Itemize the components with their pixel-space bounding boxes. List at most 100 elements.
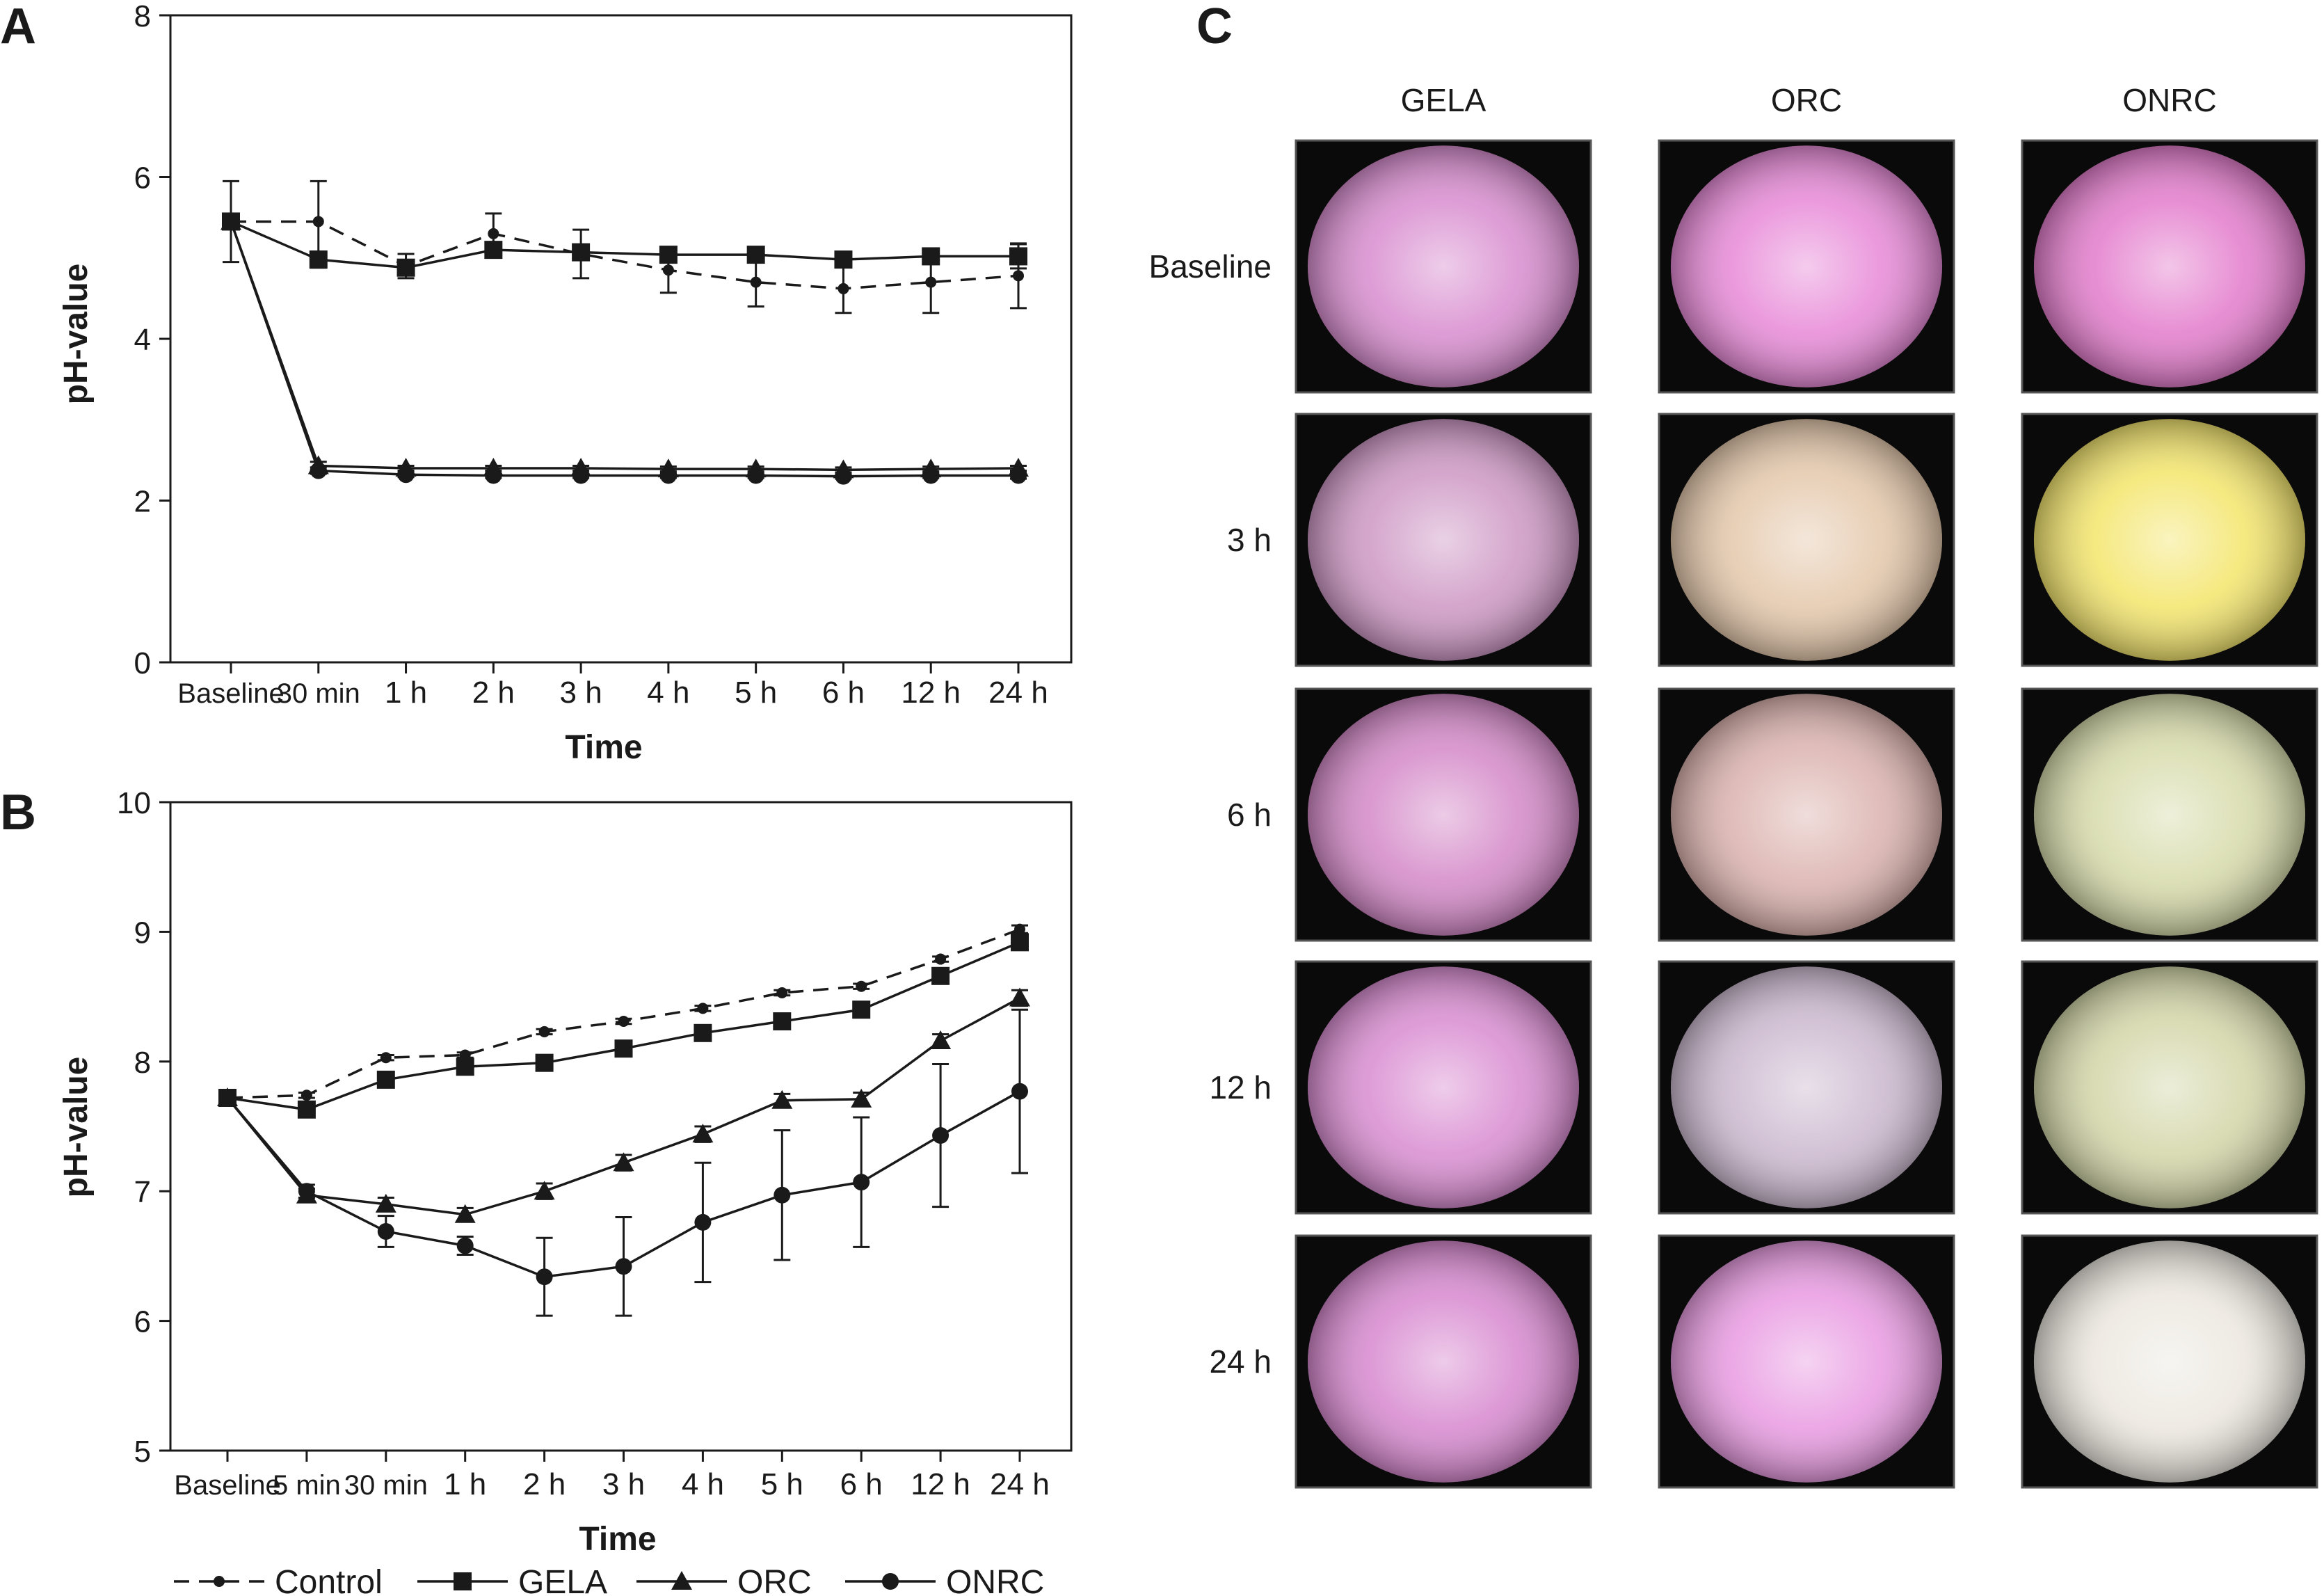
chart-a-series-control-point <box>488 228 499 239</box>
chart-b-series-control-point <box>538 1026 550 1037</box>
chart-a-series-gela-point <box>659 246 678 264</box>
micrograph-column-label-onrc: ONRC <box>2122 82 2216 118</box>
chart-b-series-gela-point <box>535 1053 554 1072</box>
chart-a-series-orc-line <box>230 221 1019 472</box>
micrograph-vignette <box>1307 419 1580 661</box>
chart-a-series-control-point <box>750 276 762 288</box>
chart-b-series-control-point <box>935 953 947 965</box>
chart-a-xtick-label: 12 h <box>901 676 961 710</box>
chart-b-series-orc-point <box>771 1090 793 1109</box>
chart-b-ytick-label: 9 <box>134 916 151 950</box>
chart-a-series-onrc-line <box>230 221 1018 478</box>
chart-b-series-gela-point <box>456 1058 474 1076</box>
chart-b-ytick-label: 8 <box>134 1046 151 1080</box>
micrograph-row-label: Baseline <box>1149 248 1272 285</box>
chart-b-xlabel: Time <box>579 1521 656 1558</box>
chart-b-series-gela-point <box>852 1000 871 1019</box>
chart-a-series-control-point <box>312 216 324 228</box>
micrograph-vignette <box>2033 1240 2306 1483</box>
legend-gela-label: GELA <box>518 1564 607 1596</box>
chart-legend: Control GELA ORC ONRC <box>174 1564 1044 1596</box>
chart-b-series-orc-point <box>930 1030 952 1049</box>
micrograph-vignette <box>1307 145 1580 388</box>
chart-b-series-gela-point <box>614 1039 633 1058</box>
chart-b-series-onrc-point <box>536 1268 553 1286</box>
micrograph-column-label-orc: ORC <box>1771 82 1842 118</box>
micrograph-grid: GELA ORC ONRC Baseline 3 h 6 h 12 h 24 h <box>1149 82 2318 1489</box>
micrograph-onrc-12h <box>2021 960 2318 1215</box>
chart-a-series-gela-point <box>922 247 940 266</box>
chart-b-ytick-label: 6 <box>134 1305 151 1339</box>
chart-a-series-onrc-point <box>223 213 239 230</box>
chart-b-series-control-point <box>300 1090 312 1101</box>
micrograph-vignette <box>1307 1240 1580 1483</box>
chart-b-series-onrc-point <box>377 1222 394 1240</box>
chart-b-series-gela-point <box>773 1012 792 1031</box>
micrograph-row-label: 6 h <box>1227 797 1272 833</box>
micrograph-vignette <box>1307 966 1580 1208</box>
chart-a-ytick-label: 8 <box>134 0 151 33</box>
panel-label-a: A <box>0 0 36 54</box>
chart-a-series-onrc-point <box>835 468 852 485</box>
micrograph-row-label: 3 h <box>1227 522 1272 558</box>
chart-b-series-gela-point <box>297 1100 316 1119</box>
micrograph-vignette <box>2033 145 2306 388</box>
chart-a-xtick-label: 2 h <box>472 676 515 710</box>
chart-b-series-orc-line <box>226 996 1020 1216</box>
legend-control-marker <box>214 1576 225 1587</box>
chart-b-series-onrc-point <box>219 1089 236 1106</box>
micrograph-onrc-3h <box>2021 413 2318 667</box>
micrograph-orc-3h <box>1658 413 1955 667</box>
chart-a-series-control-line <box>231 220 1019 290</box>
chart-a-series-onrc-point <box>572 467 590 484</box>
chart-a-xtick-label: 3 h <box>560 676 602 710</box>
micrograph-orc-12h <box>1658 960 1955 1215</box>
chart-a-series-onrc-point <box>747 467 764 484</box>
micrograph-gela-24h <box>1295 1234 1592 1489</box>
chart-a-ytick-label: 0 <box>134 646 151 680</box>
chart-a-series-gela-point <box>309 250 328 269</box>
micrograph-gela-12h <box>1295 960 1592 1215</box>
micrograph-vignette <box>1670 694 1943 936</box>
chart-b-xtick-label: 12 h <box>911 1467 970 1501</box>
micrograph-vignette <box>1670 966 1943 1208</box>
chart-b-xtick-label: 5 min <box>273 1470 341 1501</box>
chart-a-xtick-label: 1 h <box>385 676 427 710</box>
chart-b-xtick-label: 30 min <box>344 1470 428 1501</box>
chart-a-series-control-point <box>662 264 674 276</box>
micrograph-vignette <box>2033 419 2306 661</box>
chart-b-series-gela-point <box>1011 933 1029 952</box>
chart-b-ytick-label: 5 <box>134 1435 151 1469</box>
chart-b-series-orc-point <box>613 1152 634 1172</box>
chart-b-xtick-label: 2 h <box>523 1467 566 1501</box>
legend-onrc-marker <box>882 1573 899 1590</box>
micrograph-gela-6h <box>1295 687 1592 942</box>
micrograph-onrc-24h <box>2021 1234 2318 1489</box>
micrograph-row-label: 12 h <box>1209 1069 1272 1106</box>
chart-a-xtick-label: Baseline <box>177 678 284 709</box>
chart-b-series-onrc-point <box>298 1183 315 1200</box>
chart-b-frame <box>169 801 1073 1452</box>
chart-a-series-onrc-point <box>310 462 327 479</box>
chart-b-ytick-label: 7 <box>134 1175 151 1209</box>
chart-a-series-gela-line <box>230 220 1018 269</box>
micrograph-vignette <box>2033 694 2306 936</box>
chart-a-series-gela-point <box>746 246 765 264</box>
chart-b-xtick-label: 1 h <box>444 1467 486 1501</box>
chart-a-ytick-label: 4 <box>134 323 151 357</box>
chart-b-xtick-label: 5 h <box>761 1467 803 1501</box>
panel-label-b: B <box>0 785 36 840</box>
chart-b-ylabel: pH-value <box>58 1057 95 1198</box>
chart-a-xtick-label: 30 min <box>277 678 360 709</box>
chart-b-series-orc-point <box>692 1124 714 1143</box>
chart-b-series-orc-point <box>1009 987 1030 1007</box>
chart-b-series-onrc-point <box>1011 1083 1028 1100</box>
chart-b-series-control-point <box>1014 923 1025 935</box>
chart-b-series-onrc-point <box>456 1237 474 1254</box>
chart-b-series-control-point <box>856 980 867 992</box>
chart-a-xlabel: Time <box>565 729 642 766</box>
micrograph-vignette <box>2033 966 2306 1208</box>
micrograph-orc-baseline <box>1658 139 1955 394</box>
